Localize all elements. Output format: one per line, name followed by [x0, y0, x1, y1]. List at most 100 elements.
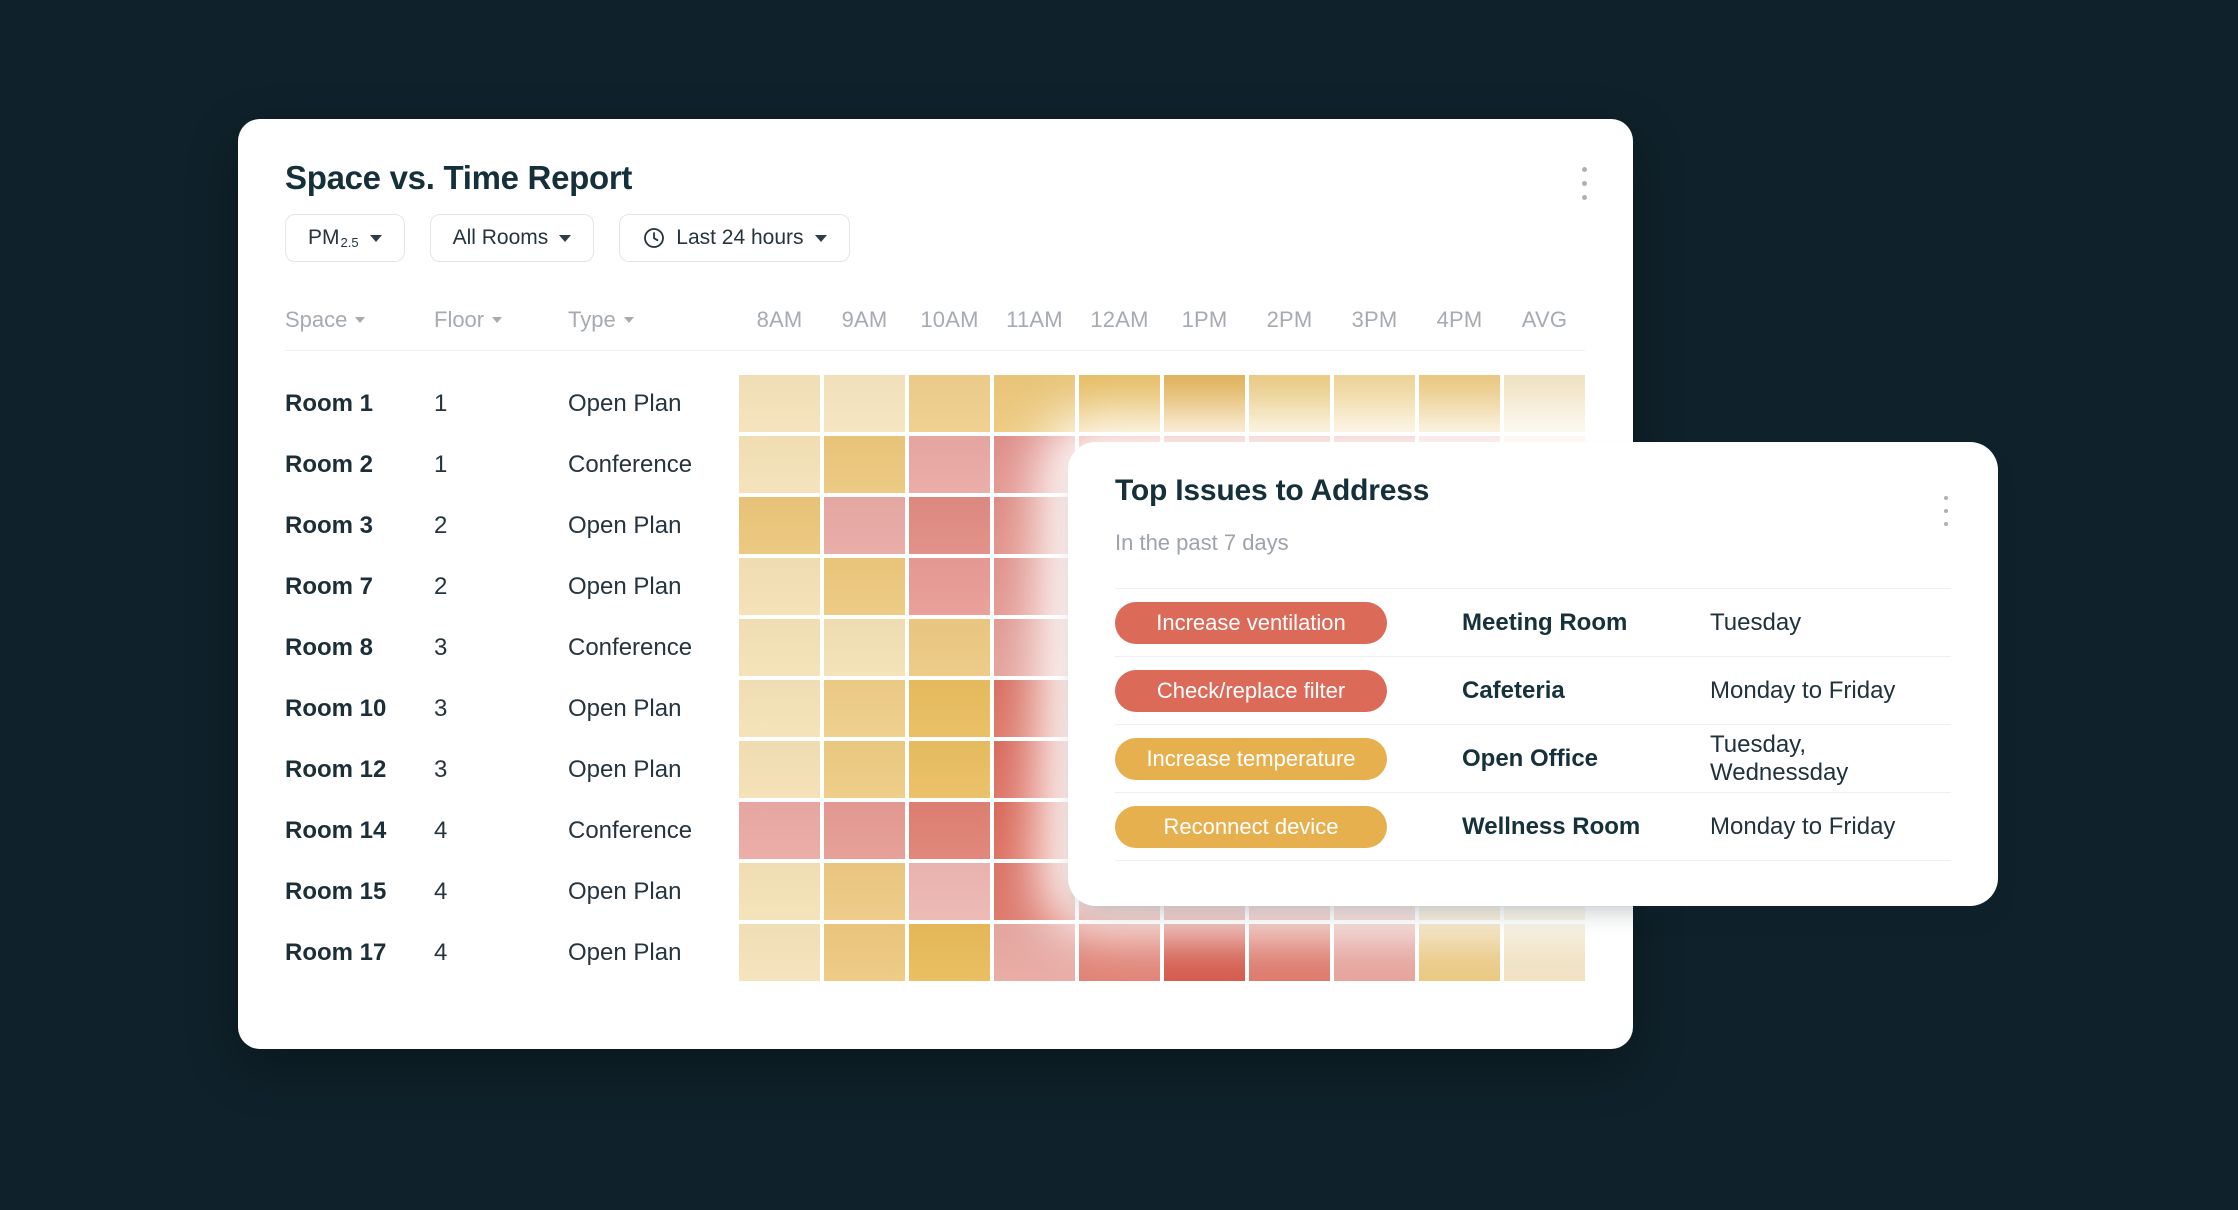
- heatmap-cell: [994, 863, 1075, 920]
- chevron-down-icon: [559, 234, 572, 242]
- sort-column-type[interactable]: Type: [568, 307, 634, 333]
- room-name: Room 1: [285, 389, 374, 417]
- heatmap-cell: [739, 436, 820, 493]
- time-column-label: AVG: [1521, 307, 1568, 332]
- issues-card-subtitle: In the past 7 days: [1115, 530, 1289, 555]
- table-row: Room 3 2 Open Plan: [285, 497, 739, 554]
- issue-row: Increase temperature Open Office Tuesday, …: [1115, 725, 1951, 793]
- kebab-menu-icon[interactable]: [1576, 161, 1593, 206]
- room-floor: 4: [434, 938, 448, 966]
- room-floor: 1: [434, 450, 448, 478]
- room-floor: 2: [434, 511, 448, 539]
- filter-bar: PM 2.5 All Rooms Last 24 hours: [285, 214, 850, 262]
- heatmap-cell: [994, 375, 1075, 432]
- time-column-label: 8AM: [756, 307, 803, 332]
- issue-action-pill: Reconnect device: [1115, 805, 1387, 848]
- chevron-down-icon: [355, 317, 366, 323]
- metric-filter-subscript: 2.5: [340, 234, 359, 250]
- room-floor: 1: [434, 389, 448, 417]
- heatmap-cell: [994, 924, 1075, 981]
- heatmap-cell: [739, 680, 820, 737]
- time-column-label: 12AM: [1090, 307, 1149, 332]
- heatmap-cell: [1079, 924, 1160, 981]
- issues-card-title: Top Issues to Address: [1115, 474, 1430, 507]
- issue-rows: Increase ventilation Meeting Room Tuesday C…: [1115, 588, 1951, 861]
- table-row: Room 14 4 Conference: [285, 802, 739, 859]
- room-name: Room 10: [285, 694, 387, 722]
- heatmap-cell: [994, 680, 1075, 737]
- heatmap-cell: [739, 375, 820, 432]
- heatmap-cell: [824, 741, 905, 798]
- heatmap-cell: [909, 497, 990, 554]
- heatmap-cell: [909, 924, 990, 981]
- chevron-down-icon: [623, 317, 634, 323]
- heatmap-cell: [994, 558, 1075, 615]
- room-name: Room 7: [285, 572, 374, 600]
- heatmap-cell: [994, 436, 1075, 493]
- heatmap-cell: [909, 375, 990, 432]
- kebab-menu-icon[interactable]: [1938, 490, 1954, 532]
- chevron-down-icon: [814, 234, 827, 242]
- metric-filter-button[interactable]: PM 2.5: [285, 214, 405, 262]
- sort-column-floor[interactable]: Floor: [434, 307, 503, 333]
- issue-row: Increase ventilation Meeting Room Tuesday: [1115, 589, 1951, 657]
- room-type: Open Plan: [568, 938, 682, 966]
- time-range-filter-button[interactable]: Last 24 hours: [619, 214, 850, 262]
- time-column-label: 11AM: [1006, 307, 1063, 332]
- issue-days: Tuesday, Wednessday: [1710, 730, 1849, 786]
- heatmap-cell: [739, 558, 820, 615]
- heatmap-cell: [824, 802, 905, 859]
- table-row: Room 15 4 Open Plan: [285, 863, 739, 920]
- heatmap-cell: [909, 741, 990, 798]
- room-type: Open Plan: [568, 694, 682, 722]
- room-floor: 4: [434, 877, 448, 905]
- heatmap-cell: [909, 436, 990, 493]
- heatmap-cell: [824, 680, 905, 737]
- time-header: 8AM 9AM 10AM 11AM 12AM 1PM 2PM 3PM 4PM AVG: [739, 307, 1585, 333]
- heatmap-cell: [1419, 375, 1500, 432]
- time-column-label: 10AM: [920, 307, 979, 332]
- heatmap-cell: [824, 924, 905, 981]
- issue-room: Cafeteria: [1462, 676, 1565, 704]
- rooms-filter-button[interactable]: All Rooms: [429, 214, 595, 262]
- issue-days: Monday to Friday: [1710, 676, 1896, 704]
- room-floor: 3: [434, 633, 448, 661]
- time-column-label: 1PM: [1181, 307, 1228, 332]
- room-type: Open Plan: [568, 877, 682, 905]
- room-name: Room 8: [285, 633, 374, 661]
- heatmap-cell: [909, 558, 990, 615]
- room-name: Room 17: [285, 938, 387, 966]
- table-row: Room 1 1 Open Plan: [285, 375, 739, 432]
- issue-action-pill: Check/replace filter: [1115, 669, 1387, 712]
- room-type: Open Plan: [568, 389, 682, 417]
- heatmap-cell: [824, 558, 905, 615]
- room-floor: 2: [434, 572, 448, 600]
- heatmap-cell: [1249, 924, 1330, 981]
- heatmap-cell: [1334, 924, 1415, 981]
- heatmap-cell: [1504, 375, 1585, 432]
- heatmap-cell: [1079, 375, 1160, 432]
- header-divider: [285, 350, 1585, 351]
- table-row: Room 17 4 Open Plan: [285, 924, 739, 981]
- heatmap-cell: [739, 802, 820, 859]
- heatmap-cell: [824, 436, 905, 493]
- room-floor: 3: [434, 755, 448, 783]
- room-floor: 3: [434, 694, 448, 722]
- room-name: Room 2: [285, 450, 374, 478]
- heatmap-cell: [909, 619, 990, 676]
- sort-column-space[interactable]: Space: [285, 307, 366, 333]
- room-name: Room 14: [285, 816, 387, 844]
- room-name: Room 12: [285, 755, 387, 783]
- heatmap-cell: [1164, 375, 1245, 432]
- table-row: Room 10 3 Open Plan: [285, 680, 739, 737]
- heatmap-cell: [994, 497, 1075, 554]
- heatmap-cell: [1164, 924, 1245, 981]
- chevron-down-icon: [492, 317, 503, 323]
- heatmap-cell: [739, 741, 820, 798]
- heatmap-cell: [909, 863, 990, 920]
- table-header: Space Floor Type 8AM 9AM 10AM 11AM 12AM 1PM 2P…: [238, 307, 1633, 337]
- heatmap-cell: [824, 619, 905, 676]
- heatmap-cell: [824, 375, 905, 432]
- heatmap-cell: [1504, 924, 1585, 981]
- issue-action-pill: Increase ventilation: [1115, 601, 1387, 644]
